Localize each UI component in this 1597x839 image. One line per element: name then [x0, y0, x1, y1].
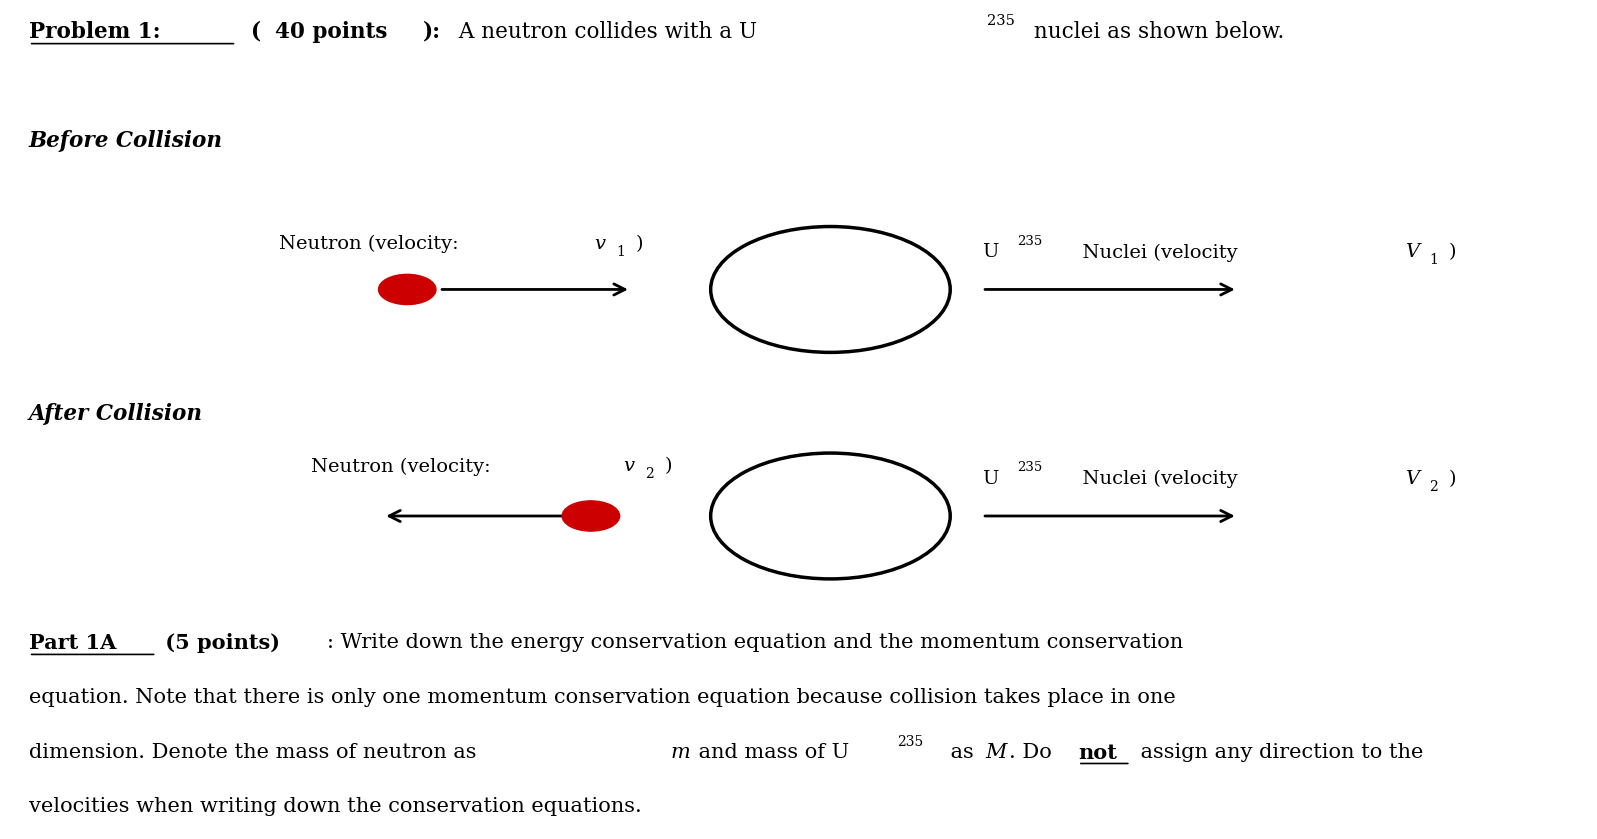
Circle shape [562, 501, 620, 531]
Text: (: ( [236, 21, 262, 43]
Text: U: U [982, 243, 998, 261]
Text: ): ) [1448, 243, 1456, 261]
Text: Before Collision: Before Collision [29, 130, 222, 152]
Text: ): ) [1448, 470, 1456, 487]
Text: : Write down the energy conservation equation and the momentum conservation: : Write down the energy conservation equ… [327, 633, 1183, 653]
Text: Neutron (velocity:: Neutron (velocity: [311, 457, 497, 476]
Text: 40 points: 40 points [275, 21, 386, 43]
Text: Part 1A: Part 1A [29, 633, 117, 654]
Text: assign any direction to the: assign any direction to the [1134, 743, 1423, 762]
Text: ): ) [636, 235, 644, 253]
Text: A neutron collides with a U: A neutron collides with a U [452, 21, 757, 43]
Text: Neutron (velocity:: Neutron (velocity: [279, 235, 465, 253]
Text: ): ) [664, 457, 672, 475]
Text: 235: 235 [898, 735, 923, 749]
Text: Nuclei (velocity: Nuclei (velocity [1070, 470, 1244, 488]
Text: v: v [623, 457, 634, 475]
Text: 235: 235 [1017, 235, 1043, 248]
Text: V: V [1405, 243, 1420, 261]
Text: 2: 2 [645, 467, 653, 482]
Text: v: v [594, 235, 605, 253]
Text: M: M [985, 743, 1006, 762]
Text: m: m [671, 743, 690, 762]
Text: nuclei as shown below.: nuclei as shown below. [1027, 21, 1284, 43]
Text: not: not [1078, 743, 1116, 763]
Text: dimension. Denote the mass of neutron as: dimension. Denote the mass of neutron as [29, 743, 482, 762]
Text: 235: 235 [987, 14, 1014, 29]
Text: 235: 235 [1017, 461, 1043, 474]
Text: velocities when writing down the conservation equations.: velocities when writing down the conserv… [29, 797, 642, 816]
Text: 2: 2 [1429, 480, 1437, 494]
Text: . Do: . Do [1009, 743, 1059, 762]
Text: as: as [944, 743, 981, 762]
Text: and mass of U: and mass of U [692, 743, 848, 762]
Text: Problem 1:: Problem 1: [29, 21, 160, 43]
Text: Nuclei (velocity: Nuclei (velocity [1070, 243, 1244, 262]
Text: ):: ): [423, 21, 441, 43]
Text: U: U [982, 470, 998, 487]
Text: 1: 1 [1429, 253, 1439, 268]
Text: equation. Note that there is only one momentum conservation equation because col: equation. Note that there is only one mo… [29, 688, 1175, 707]
Text: 1: 1 [616, 245, 626, 259]
Text: (5 points): (5 points) [158, 633, 279, 654]
Text: V: V [1405, 470, 1420, 487]
Circle shape [378, 274, 436, 305]
Text: After Collision: After Collision [29, 403, 203, 425]
